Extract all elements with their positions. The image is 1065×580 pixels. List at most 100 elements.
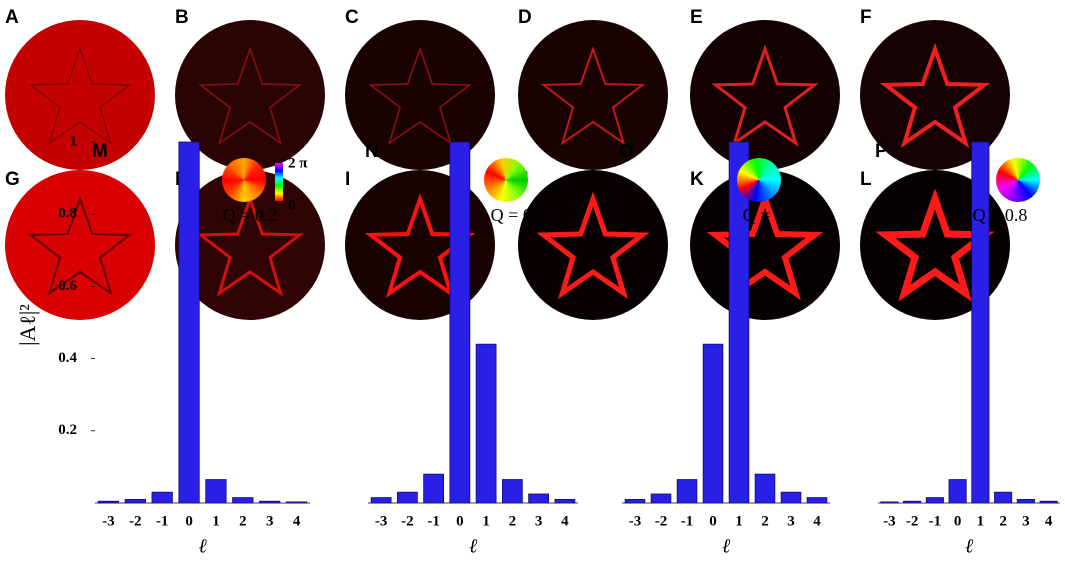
x-tick-label: 0 (709, 513, 717, 529)
phase-wheel (996, 158, 1040, 202)
bar (232, 497, 254, 504)
bar (205, 479, 227, 504)
star-pattern (879, 42, 991, 148)
bar (528, 493, 550, 504)
x-tick-label: -2 (129, 513, 142, 529)
star-pattern (198, 46, 302, 145)
x-axis-label: ℓ (722, 536, 731, 558)
image-disk (175, 170, 325, 320)
bar (97, 500, 120, 504)
x-tick-label: 2 (509, 513, 517, 529)
y-tick-label: 0.8 (58, 206, 77, 222)
panel-letter: D (518, 7, 532, 28)
bar (780, 491, 802, 504)
panel-letter: K (690, 169, 704, 190)
q-annotation: Q = 0.6 (743, 205, 798, 225)
x-tick-label: 0 (456, 513, 464, 529)
bar (650, 493, 672, 504)
bar (925, 497, 944, 504)
star-pattern (368, 46, 472, 145)
bar (449, 141, 471, 504)
x-tick-label: -3 (375, 513, 388, 529)
bar (423, 473, 444, 504)
star-pattern (196, 194, 304, 297)
x-tick-label: 2 (239, 513, 247, 529)
bar (728, 141, 750, 504)
image-disk (5, 170, 155, 320)
x-tick-label: -1 (929, 513, 942, 529)
x-tick-label: 4 (561, 513, 569, 529)
bar (948, 479, 967, 504)
bar (880, 501, 899, 504)
panel-letter: E (690, 7, 703, 28)
image-disk (518, 20, 668, 170)
x-tick-label: -1 (156, 513, 169, 529)
bar (624, 498, 646, 504)
star-pattern (711, 44, 819, 147)
bar (1039, 500, 1058, 504)
panel-letter: N (365, 141, 379, 162)
y-tick-label: 0.2 (58, 422, 77, 438)
image-disk (518, 170, 668, 320)
y-tick-label: 0.6 (58, 278, 77, 294)
q-annotation: Q = 0.4 (491, 205, 546, 225)
image-disk (690, 170, 840, 320)
x-tick-label: 3 (535, 513, 543, 529)
bar (370, 497, 392, 504)
x-tick-label: 4 (1045, 513, 1053, 529)
colorbar-label: 2 π (288, 155, 308, 171)
panel-letter: O (619, 141, 634, 162)
bar (475, 343, 497, 504)
panel-letter: B (175, 7, 189, 28)
panel-letter: M (92, 141, 108, 162)
x-tick-label: -3 (102, 513, 115, 529)
x-tick-label: 4 (813, 513, 821, 529)
x-tick-label: 1 (482, 513, 490, 529)
x-tick-label: 2 (761, 513, 769, 529)
x-tick-label: -3 (629, 513, 642, 529)
x-tick-label: 0 (185, 513, 193, 529)
y-axis-label: |Aℓ|² (15, 304, 40, 346)
x-axis-label: ℓ (469, 536, 478, 558)
bar (285, 501, 308, 504)
bar (501, 479, 523, 504)
x-tick-label: 1 (735, 513, 743, 529)
x-tick-label: -2 (655, 513, 668, 529)
x-axis-label: ℓ (198, 536, 207, 558)
colorbar (275, 163, 283, 201)
x-tick-label: 3 (1022, 513, 1030, 529)
x-tick-label: 1 (212, 513, 220, 529)
panel-letter: C (345, 7, 359, 28)
bar (806, 497, 828, 504)
bar (903, 500, 922, 504)
image-disk (5, 20, 155, 170)
star-pattern (28, 47, 132, 145)
bar (702, 343, 724, 504)
x-tick-label: 3 (266, 513, 274, 529)
bar (994, 491, 1013, 504)
x-axis-label: ℓ (965, 536, 974, 558)
image-disk (345, 20, 495, 170)
star-pattern (27, 195, 133, 296)
bar (396, 491, 418, 504)
x-tick-label: 0 (954, 513, 962, 529)
colorbar-label: 0 (288, 197, 296, 213)
bar (971, 141, 990, 504)
panel-letter: A (5, 7, 19, 28)
x-tick-label: 2 (999, 513, 1007, 529)
x-tick-label: 4 (293, 513, 301, 529)
x-tick-label: -3 (883, 513, 896, 529)
x-tick-label: -2 (906, 513, 919, 529)
bar (676, 479, 698, 504)
bar (1016, 498, 1035, 504)
q-annotation: Q = 0.2 (223, 205, 278, 225)
panel-letter: L (860, 169, 872, 190)
image-disk (175, 20, 325, 170)
panel-letter: F (860, 7, 872, 28)
star-pattern (706, 189, 824, 301)
panel-letter: I (345, 169, 350, 190)
bar (178, 141, 200, 504)
x-tick-label: -1 (681, 513, 694, 529)
